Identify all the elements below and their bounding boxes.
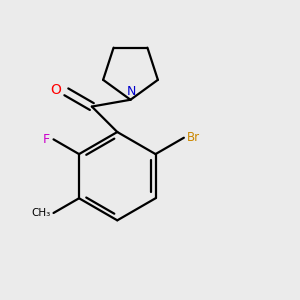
- Text: O: O: [51, 83, 62, 97]
- Text: F: F: [43, 133, 50, 146]
- Text: CH₃: CH₃: [31, 208, 50, 218]
- Text: N: N: [127, 85, 136, 98]
- Text: Br: Br: [187, 131, 200, 144]
